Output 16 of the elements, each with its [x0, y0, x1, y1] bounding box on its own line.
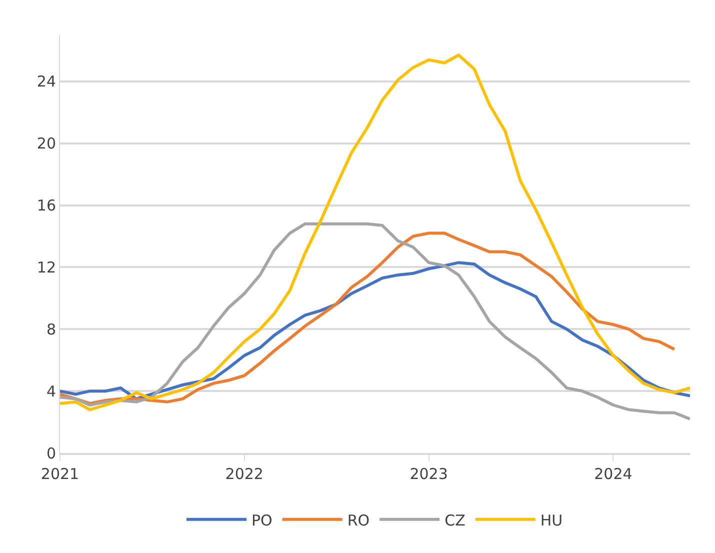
y-tick-label: 8 [46, 320, 56, 338]
x-tick-label: 2022 [225, 465, 264, 483]
x-tick-label: 2021 [40, 465, 80, 483]
y-tick-label: 24 [36, 72, 56, 91]
y-tick-label: 0 [46, 444, 56, 462]
y-tick-label: 4 [46, 382, 56, 400]
y-tick-label: 16 [36, 196, 56, 215]
legend-label: HU [540, 511, 563, 530]
y-tick-label: 12 [36, 258, 56, 276]
y-tick-label: 20 [36, 134, 56, 153]
legend-label: PO [252, 511, 272, 530]
line-series [60, 54, 690, 412]
x-tick-label: 2023 [410, 465, 448, 483]
legend-label: RO [347, 511, 370, 530]
x-tick-label: 2024 [594, 465, 632, 483]
legend-label: CZ [444, 511, 466, 530]
